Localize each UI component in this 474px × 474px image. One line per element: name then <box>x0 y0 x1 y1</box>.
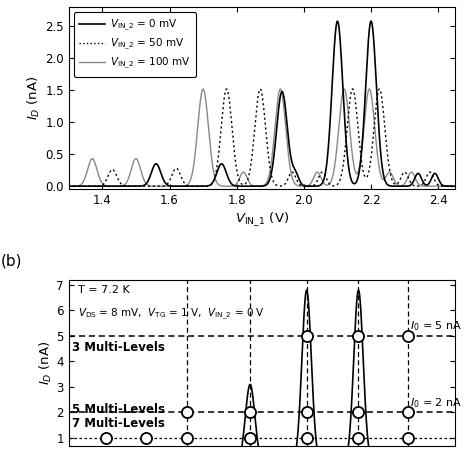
Text: (b): (b) <box>1 254 22 269</box>
Legend: $V_{\mathrm{IN\_2}}$ = 0 mV, $V_{\mathrm{IN\_2}}$ = 50 mV, $V_{\mathrm{IN\_2}}$ : $V_{\mathrm{IN\_2}}$ = 0 mV, $V_{\mathrm… <box>74 12 196 77</box>
Text: 5 Multi-Levels: 5 Multi-Levels <box>73 403 165 416</box>
Text: $I_0$ = 5 nA: $I_0$ = 5 nA <box>410 319 463 333</box>
Text: 7 Multi-Levels: 7 Multi-Levels <box>73 417 165 430</box>
Y-axis label: $I_D$ (nA): $I_D$ (nA) <box>37 341 54 385</box>
Text: 3 Multi-Levels: 3 Multi-Levels <box>73 340 165 354</box>
Y-axis label: $I_D$ (nA): $I_D$ (nA) <box>27 76 43 120</box>
Text: $I_0$ = 2 nA: $I_0$ = 2 nA <box>410 397 463 410</box>
Text: $V_{\mathrm{DS}}$ = 8 mV,  $V_{\mathrm{TG}}$ = 1 V,  $V_{\mathrm{IN\_2}}$ = 0 V: $V_{\mathrm{DS}}$ = 8 mV, $V_{\mathrm{TG… <box>78 306 265 321</box>
Text: T = 7.2 K: T = 7.2 K <box>78 285 130 295</box>
X-axis label: $V_{\mathrm{IN\_1}}$ (V): $V_{\mathrm{IN\_1}}$ (V) <box>235 210 289 228</box>
